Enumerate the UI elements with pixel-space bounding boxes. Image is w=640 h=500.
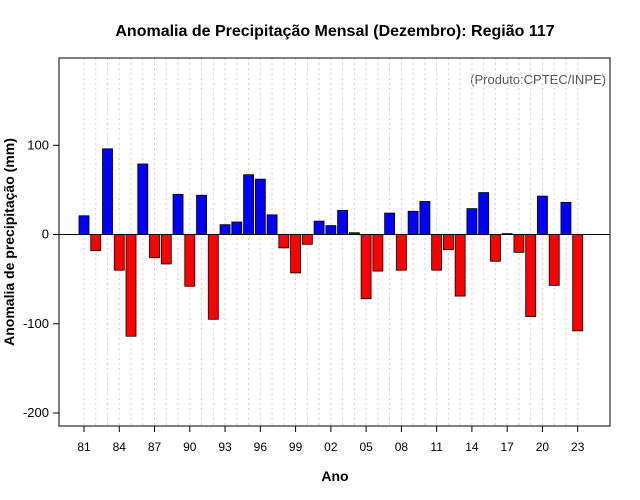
bar-1991 xyxy=(196,194,207,235)
x-tick-label-14: 14 xyxy=(465,440,479,454)
bar-1986 xyxy=(137,163,149,235)
gridlines xyxy=(83,58,579,426)
bar-2009 xyxy=(407,210,419,235)
bar-1985 xyxy=(125,234,137,337)
x-tick-label-05: 05 xyxy=(359,440,373,454)
y-tick-label--100: -100 xyxy=(23,316,49,331)
bar-2014 xyxy=(466,208,478,235)
x-tick-label-99: 99 xyxy=(289,440,303,454)
bar-1982 xyxy=(90,234,102,251)
plot-frame xyxy=(58,57,611,427)
bar-1987 xyxy=(149,234,160,259)
bar-1992 xyxy=(207,234,219,320)
y-tick-label-100: 100 xyxy=(27,137,49,152)
bar-1994 xyxy=(231,221,243,235)
bar-2018 xyxy=(513,234,525,253)
bar-2003 xyxy=(337,210,349,235)
y-axis-label: Anomalia de precipitação (mm) xyxy=(1,138,17,346)
bar-2005 xyxy=(360,234,372,300)
x-tick-label-23: 23 xyxy=(571,440,585,454)
bar-1999 xyxy=(290,234,301,274)
source-note: (Produto:CPTEC/INPE) xyxy=(470,72,606,87)
x-tick-label-84: 84 xyxy=(113,440,127,454)
bar-1983 xyxy=(102,148,113,235)
x-axis-label: Ano xyxy=(321,468,348,484)
bar-2020 xyxy=(537,195,548,235)
bar-2013 xyxy=(454,234,466,297)
x-tick-label-93: 93 xyxy=(218,440,232,454)
bar-1997 xyxy=(266,214,278,235)
x-tick-label-02: 02 xyxy=(324,440,338,454)
bar-1998 xyxy=(278,234,290,249)
x-tick-label-20: 20 xyxy=(536,440,550,454)
bar-2008 xyxy=(395,234,407,271)
bar-1981 xyxy=(78,215,90,235)
y-tick-label--200: -200 xyxy=(23,405,49,420)
bar-1989 xyxy=(172,193,184,235)
bar-1996 xyxy=(254,178,266,235)
x-axis: 81 84 87 90 93 96 99 02 05 08 11 14 17 20 23 xyxy=(77,426,585,454)
bar-1995 xyxy=(243,174,254,235)
bar-2010 xyxy=(419,201,431,235)
bar-2000 xyxy=(301,234,313,245)
x-tick-label-81: 81 xyxy=(77,440,91,454)
y-axis: -200 -100 0 100 xyxy=(23,137,59,420)
x-tick-label-17: 17 xyxy=(501,440,515,454)
bar-2002 xyxy=(325,225,337,235)
bar-2015 xyxy=(478,192,490,235)
bar-2021 xyxy=(548,234,560,286)
bar-1993 xyxy=(219,224,231,235)
bar-2007 xyxy=(384,212,396,235)
bar-1984 xyxy=(113,234,125,271)
x-tick-label-96: 96 xyxy=(254,440,268,454)
bar-1988 xyxy=(160,234,172,265)
bar-2001 xyxy=(313,220,325,235)
x-tick-label-08: 08 xyxy=(395,440,409,454)
x-tick-label-11: 11 xyxy=(430,440,443,454)
y-tick-label-0: 0 xyxy=(42,227,49,242)
bar-2016 xyxy=(490,234,501,262)
chart-title: Anomalia de Precipitação Mensal (Dezembr… xyxy=(115,23,554,40)
x-tick-label-90: 90 xyxy=(183,440,197,454)
bar-2012 xyxy=(443,234,454,251)
bar-2022 xyxy=(560,201,572,235)
bar-2019 xyxy=(525,234,537,318)
bar-2023 xyxy=(572,234,584,332)
bar-2011 xyxy=(431,234,443,271)
bars xyxy=(59,148,610,337)
bar-1990 xyxy=(184,234,196,287)
x-tick-label-87: 87 xyxy=(148,440,162,454)
bar-2006 xyxy=(372,234,384,272)
